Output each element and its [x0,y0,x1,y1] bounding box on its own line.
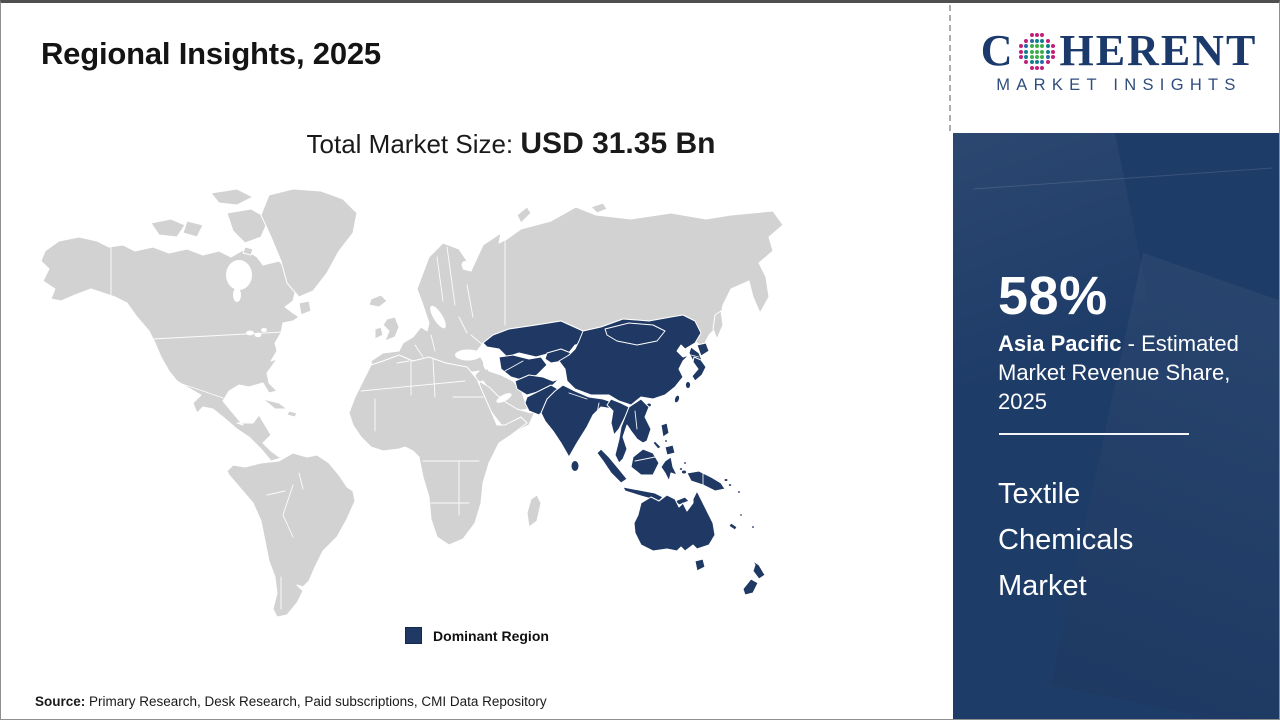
world-map [31,185,811,621]
legend-swatch-dominant-region [405,627,423,644]
sidebar-panel: 58% Asia Pacific - Estimated Market Reve… [953,133,1279,719]
logo-divider-dashed [949,5,951,131]
map-legend: Dominant Region [1,627,953,644]
globe-dots-icon [1017,32,1056,71]
total-market-size: Total Market Size: USD 31.35 Bn [61,127,961,161]
brand-subtitle: MARKET INSIGHTS [996,76,1242,94]
legend-label: Dominant Region [433,627,549,644]
world-map-svg [40,188,784,618]
stat-region-name: Asia Pacific [998,331,1122,356]
landmass-gray [40,188,784,618]
brand-logo: C HERENT MARKET INSIGHTS [973,29,1265,95]
total-market-size-value: USD 31.35 Bn [520,127,716,160]
region-asia-pacific-highlight [482,314,766,596]
total-market-size-label: Total Market Size: [306,129,521,159]
market-name: Textile Chemicals Market [998,478,1134,602]
brand-suffix: HERENT [1059,26,1258,75]
source-text: Primary Research, Desk Research, Paid su… [85,694,547,709]
source-label: Source: [35,694,86,709]
stat-description: Asia Pacific - Estimated Market Revenue … [998,331,1239,414]
brand-prefix: C [980,26,1015,75]
sidebar-divider [999,433,1189,435]
border-lines [110,232,506,610]
stat-value: 58% [998,266,1108,326]
source-line: Source: Primary Research, Desk Research,… [35,694,547,709]
page-title: Regional Insights, 2025 [41,36,381,71]
brand-wordmark: C HERENT [973,29,1265,73]
